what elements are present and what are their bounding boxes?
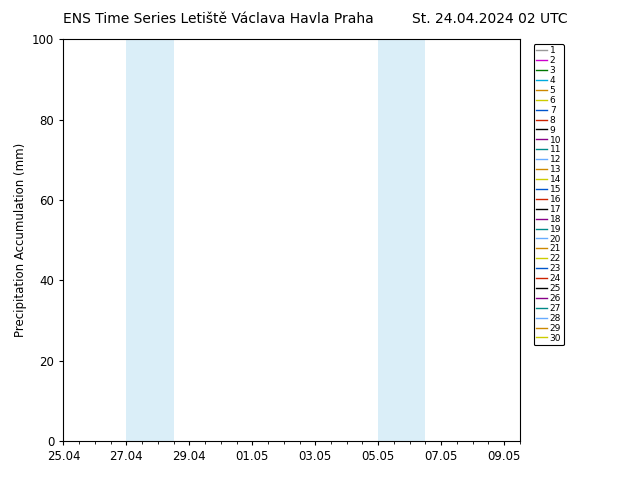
- Bar: [126, 39, 174, 441]
- Bar: [378, 39, 425, 441]
- Y-axis label: Precipitation Accumulation (mm): Precipitation Accumulation (mm): [13, 143, 27, 337]
- Text: ENS Time Series Letiště Václava Havla Praha: ENS Time Series Letiště Václava Havla Pr…: [63, 12, 374, 26]
- Legend: 1, 2, 3, 4, 5, 6, 7, 8, 9, 10, 11, 12, 13, 14, 15, 16, 17, 18, 19, 20, 21, 22, 2: 1, 2, 3, 4, 5, 6, 7, 8, 9, 10, 11, 12, 1…: [534, 44, 564, 345]
- Text: St. 24.04.2024 02 UTC: St. 24.04.2024 02 UTC: [412, 12, 567, 26]
